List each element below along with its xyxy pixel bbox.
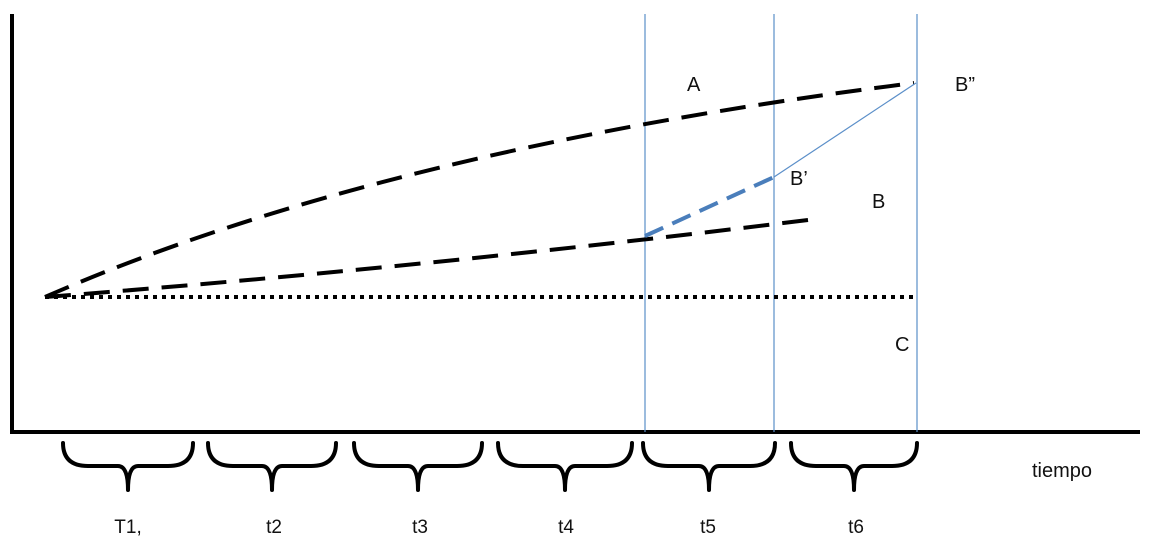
upper-dashed-path bbox=[44, 81, 915, 299]
lower-dashed-path bbox=[44, 218, 809, 299]
brace-t3 bbox=[352, 441, 484, 492]
period-label-t4: t4 bbox=[558, 517, 574, 538]
brace-t5 bbox=[641, 441, 777, 492]
thin-line-b-prime-to-b-double-prime bbox=[773, 82, 917, 178]
region-c-label: C bbox=[895, 334, 909, 356]
brace-t1 bbox=[61, 441, 195, 492]
point-b-double-prime-label: B” bbox=[955, 74, 975, 96]
highlight-dashed-segment bbox=[644, 175, 775, 238]
period-label-t6: t6 bbox=[848, 517, 864, 538]
period-braces bbox=[61, 441, 919, 492]
region-b-label: B bbox=[872, 191, 885, 213]
point-b-prime-label: B’ bbox=[790, 168, 808, 190]
period-label-t2: t2 bbox=[266, 517, 282, 538]
region-a-label: A bbox=[687, 74, 701, 96]
x-axis-title: tiempo bbox=[1032, 460, 1092, 482]
period-label-t5: t5 bbox=[700, 517, 716, 538]
period-label-t3: t3 bbox=[412, 517, 428, 538]
period-label-t1: T1, bbox=[114, 517, 141, 538]
brace-t6 bbox=[789, 441, 919, 492]
brace-t2 bbox=[206, 441, 338, 492]
brace-t4 bbox=[496, 441, 634, 492]
